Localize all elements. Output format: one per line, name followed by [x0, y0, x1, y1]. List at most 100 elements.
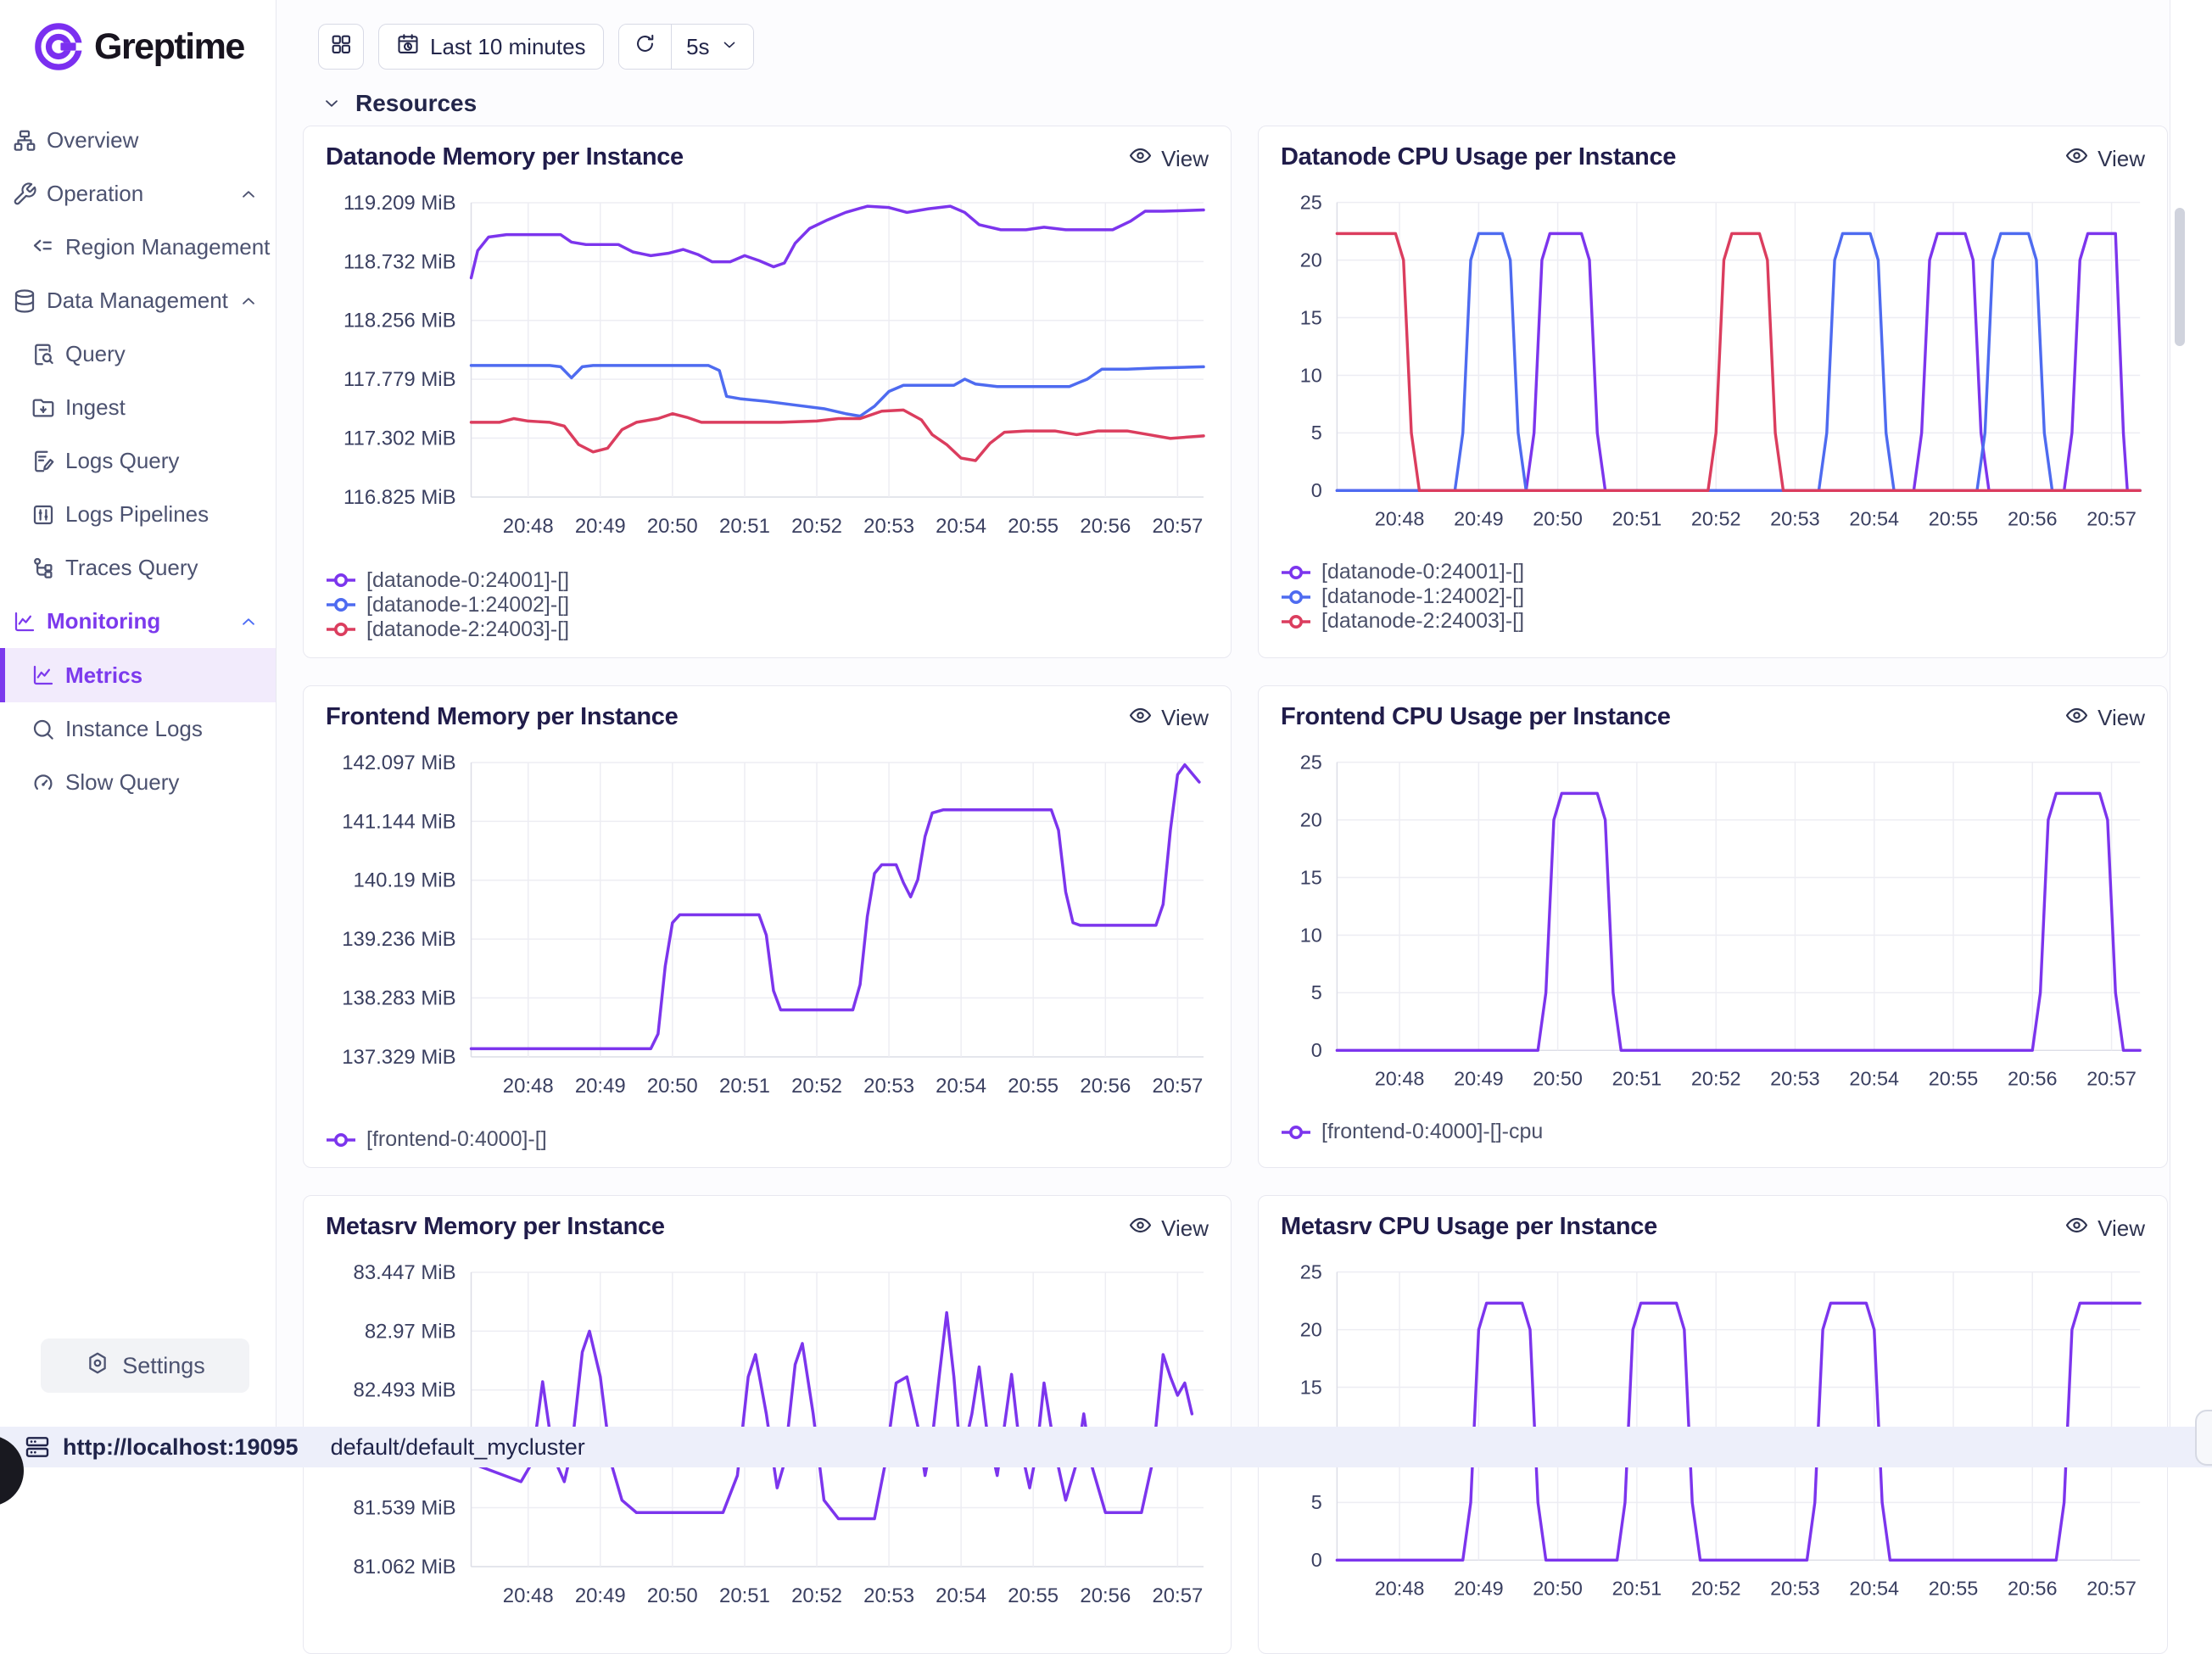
chart-view-button[interactable]: View [1128, 1213, 1209, 1243]
chart-view-button[interactable]: View [1128, 143, 1209, 174]
eye-icon [1128, 1213, 1153, 1243]
sidebar-item-metrics[interactable]: Metrics [0, 648, 276, 702]
svg-text:5: 5 [1311, 1492, 1322, 1514]
svg-text:20:56: 20:56 [2008, 1067, 2058, 1089]
svg-text:118.732 MiB: 118.732 MiB [344, 250, 456, 273]
legend-item[interactable]: [frontend-0:4000]-[] [326, 1127, 1209, 1152]
svg-text:20:51: 20:51 [719, 1075, 770, 1098]
chart-plot-area[interactable]: 119.209 MiB 118.732 MiB 118.256 MiB 117.779… [326, 191, 1209, 565]
chart-plot-area[interactable]: 142.097 MiB 141.144 MiB 140.19 MiB 139.236 … [326, 751, 1209, 1125]
svg-text:117.779 MiB: 117.779 MiB [344, 368, 456, 391]
chart-title: Frontend CPU Usage per Instance [1281, 702, 1671, 730]
chart-title: Metasrv CPU Usage per Instance [1281, 1213, 1657, 1241]
svg-text:20:56: 20:56 [2008, 1578, 2058, 1600]
svg-text:20:55: 20:55 [1008, 1584, 1059, 1607]
legend-label: [datanode-2:24003]-[] [1321, 609, 1525, 634]
legend-marker-icon [1282, 590, 1310, 604]
chart-card-datanode-cpu: Datanode CPU Usage per Instance View 25 2… [1258, 126, 2168, 658]
chart-view-button[interactable]: View [2064, 1213, 2145, 1243]
svg-text:81.062 MiB: 81.062 MiB [354, 1556, 456, 1579]
chart-view-button[interactable]: View [2064, 143, 2145, 174]
legend-item[interactable]: [datanode-2:24003]-[] [1281, 609, 2145, 634]
chart-title: Frontend Memory per Instance [326, 702, 679, 730]
sidebar-item-label: Monitoring [47, 608, 161, 634]
chart-plot-area[interactable]: 25 20 15 10 5 0 20:48 20:49 20:50 20:51 20:52 20:53… [1281, 751, 2145, 1116]
svg-text:20:51: 20:51 [719, 515, 770, 538]
chart-view-button[interactable]: View [1128, 703, 1209, 734]
chart-card-frontend-memory: Frontend Memory per Instance View 142.09… [303, 685, 1232, 1169]
svg-text:10: 10 [1300, 924, 1322, 946]
folder-in-icon [31, 395, 56, 421]
refresh-icon [634, 32, 656, 61]
svg-text:20:54: 20:54 [936, 1075, 986, 1098]
svg-text:20:52: 20:52 [1691, 1578, 1741, 1600]
chart-plot-area[interactable]: 25 20 15 10 5 0 20:48 20:49 20:50 20:51 20:52 20:53… [1281, 191, 2145, 556]
svg-text:25: 25 [1300, 191, 1322, 213]
legend-marker-icon [327, 598, 355, 612]
svg-text:15: 15 [1300, 306, 1322, 328]
legend-label: [datanode-2:24003]-[] [366, 617, 570, 641]
chart-card-header: Metasrv CPU Usage per Instance View [1281, 1213, 2145, 1260]
svg-text:20:54: 20:54 [1849, 1067, 1899, 1089]
legend-item[interactable]: [datanode-0:24001]-[] [1281, 560, 2145, 584]
sidebar-item-monitoring[interactable]: Monitoring [0, 595, 276, 648]
chart-canvas[interactable]: 25 20 15 10 5 0 20:48 20:49 20:50 20:51 20:52 20:53… [1281, 191, 2145, 556]
sidebar-item-overview[interactable]: Overview [0, 114, 276, 167]
time-range-button[interactable]: Last 10 minutes [378, 24, 604, 70]
chart-canvas[interactable]: 142.097 MiB 141.144 MiB 140.19 MiB 139.236 … [326, 751, 1209, 1125]
layout-grid-button[interactable] [318, 24, 364, 70]
refresh-interval-select[interactable]: 5s [672, 25, 753, 69]
sidebar-item-logs-query[interactable]: Logs Query [0, 434, 276, 488]
svg-text:20:50: 20:50 [1533, 1578, 1583, 1600]
sidebar-item-label: Logs Pipelines [65, 501, 209, 527]
svg-text:20:51: 20:51 [1612, 507, 1662, 529]
chart-view-button[interactable]: View [2064, 703, 2145, 734]
chart-canvas[interactable]: 25 20 15 10 5 0 20:48 20:49 20:50 20:51 20:52 20:53… [1281, 751, 2145, 1116]
chart-canvas[interactable]: 119.209 MiB 118.732 MiB 118.256 MiB 117.779… [326, 191, 1209, 565]
svg-text:20:54: 20:54 [1849, 507, 1899, 529]
svg-text:20:49: 20:49 [575, 1075, 626, 1098]
svg-text:20:51: 20:51 [1612, 1067, 1662, 1089]
svg-text:5: 5 [1311, 422, 1322, 444]
corner-floating-button[interactable] [2195, 1410, 2212, 1466]
svg-text:20:56: 20:56 [2008, 507, 2058, 529]
gauge-icon [31, 770, 56, 796]
sidebar-item-instance-logs[interactable]: Instance Logs [0, 702, 276, 756]
legend-item[interactable]: [datanode-2:24003]-[] [326, 617, 1209, 642]
sidebar-item-ingest[interactable]: Ingest [0, 381, 276, 434]
settings-button[interactable]: Settings [41, 1338, 249, 1393]
svg-text:118.256 MiB: 118.256 MiB [344, 310, 456, 332]
svg-text:5: 5 [1311, 981, 1322, 1003]
legend-item[interactable]: [frontend-0:4000]-[]-cpu [1281, 1120, 2145, 1144]
legend-marker-icon [327, 573, 355, 588]
status-server-url: http://localhost:19095 [63, 1433, 299, 1460]
sitemap-icon [12, 128, 37, 154]
chart-view-label: View [2097, 1215, 2145, 1241]
sidebar-item-operation[interactable]: Operation [0, 167, 276, 221]
chart-legend: [frontend-0:4000]-[]-cpu [1281, 1120, 2145, 1159]
svg-text:20:51: 20:51 [1612, 1578, 1662, 1600]
resources-section-toggle[interactable]: Resources [321, 90, 2170, 117]
sidebar-item-slow-query[interactable]: Slow Query [0, 756, 276, 809]
legend-item[interactable]: [datanode-1:24002]-[] [326, 593, 1209, 617]
legend-item[interactable]: [datanode-1:24002]-[] [1281, 584, 2145, 609]
svg-text:0: 0 [1311, 1550, 1322, 1572]
sidebar-item-data-management[interactable]: Data Management [0, 274, 276, 327]
refresh-button[interactable] [618, 25, 671, 69]
sidebar-item-region-management[interactable]: Region Management [0, 221, 276, 274]
svg-text:140.19 MiB: 140.19 MiB [354, 869, 456, 891]
chart-view-label: View [2097, 145, 2145, 171]
sidebar-item-traces-query[interactable]: Traces Query [0, 541, 276, 595]
sidebar-item-logs-pipelines[interactable]: Logs Pipelines [0, 488, 276, 541]
vertical-scrollbar-thumb[interactable] [2175, 208, 2185, 346]
svg-text:0: 0 [1311, 1039, 1322, 1061]
svg-text:20:53: 20:53 [863, 1075, 914, 1098]
svg-text:20:57: 20:57 [2086, 507, 2137, 529]
sidebar-item-query[interactable]: Query [0, 327, 276, 381]
svg-text:20: 20 [1300, 249, 1322, 271]
svg-text:137.329 MiB: 137.329 MiB [342, 1046, 455, 1069]
sliders-icon [31, 502, 56, 528]
chart-view-label: View [1161, 1215, 1209, 1241]
legend-item[interactable]: [datanode-0:24001]-[] [326, 568, 1209, 593]
svg-text:141.144 MiB: 141.144 MiB [342, 810, 455, 833]
